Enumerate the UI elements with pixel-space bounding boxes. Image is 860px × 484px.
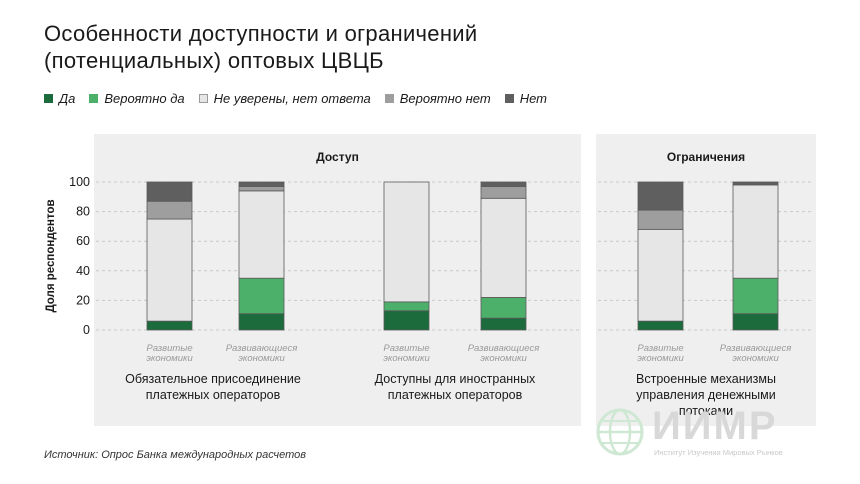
bar-segment (238, 313, 285, 331)
y-tick-label: 0 (83, 323, 90, 337)
panel-title-limits: Ограничения (666, 150, 746, 164)
chart-title: Особенности доступности и ограничений (п… (44, 20, 644, 74)
bar-segment (480, 297, 527, 319)
bar-segment (383, 181, 430, 303)
bar-segment (637, 320, 684, 331)
legend-swatch-no (504, 94, 514, 103)
group-label-foreign-operators: Доступны для иностранных платежных операт… (340, 371, 570, 403)
y-tick-label: 80 (76, 205, 90, 219)
y-tick-label: 20 (76, 293, 90, 307)
legend-swatch-unsure (198, 94, 208, 103)
legend-item-probably-no: Вероятно нет (384, 91, 491, 106)
bar-segment (480, 197, 527, 298)
x-category-label: экономики (383, 353, 430, 364)
bar-segment (732, 184, 779, 279)
bar-segment (383, 301, 430, 312)
legend-label-unsure: Не уверены, нет ответа (213, 91, 371, 106)
bar-segment (146, 320, 193, 331)
group-label-line: Встроенные механизмы (636, 372, 776, 386)
bar-segment (637, 181, 684, 211)
bar-segment (637, 209, 684, 230)
x-category-label: экономики (146, 353, 193, 364)
group-label-flow-management: Встроенные механизмы управления денежными… (600, 371, 812, 419)
y-axis-label: Доля респондентов (45, 199, 57, 312)
legend-item-probably-yes: Вероятно да (89, 91, 185, 106)
legend-label-probably-yes: Вероятно да (104, 91, 185, 106)
x-category-label: Развивающиеся (720, 343, 792, 354)
y-tick-label: 60 (76, 234, 90, 248)
legend-label-yes: Да (59, 91, 76, 106)
bar-segment (480, 181, 527, 187)
x-category-label: Развитые (146, 343, 192, 354)
x-category-label: Развивающиеся (226, 343, 298, 354)
group-label-line: платежных операторов (145, 388, 281, 402)
group-label-line: Обязательное присоединение (125, 372, 301, 386)
x-category-label: экономики (480, 353, 527, 364)
bar-segment (383, 310, 430, 331)
bar-segment (146, 181, 193, 202)
x-category-label: экономики (238, 353, 285, 364)
group-label-line: Доступны для иностранных (374, 372, 536, 386)
group-label-mandatory-connection: Обязательное присоединение платежных опер… (98, 371, 328, 403)
legend-swatch-yes (44, 94, 53, 103)
legend-item-unsure: Не уверены, нет ответа (198, 91, 371, 106)
legend-item-no: Нет (504, 91, 547, 106)
group-label-line: платежных операторов (387, 388, 523, 402)
y-tick-label: 100 (69, 175, 90, 189)
bar-segment (146, 218, 193, 322)
bar-segment (238, 186, 285, 192)
bar-segment (732, 277, 779, 315)
panel-limits (596, 134, 816, 426)
chart-title-line-1: Особенности доступности и ограничений (44, 21, 478, 46)
logo-subtitle: Институт Изучения Мировых Рынков (654, 448, 783, 457)
legend-label-no: Нет (519, 91, 547, 106)
y-tick-label: 40 (76, 264, 90, 278)
group-label-line: управления денежными (636, 388, 776, 402)
legend-label-probably-no: Вероятно нет (399, 91, 491, 106)
legend: Да Вероятно да Не уверены, нет ответа Ве… (44, 91, 561, 106)
bar-segment (480, 317, 527, 331)
x-category-label: Развитые (383, 343, 429, 354)
bar-segment (238, 277, 285, 315)
x-category-label: Развивающиеся (468, 343, 540, 354)
bar-segment (732, 181, 779, 186)
chart-title-line-2: (потенциальных) оптовых ЦВЦБ (44, 48, 384, 73)
bar-segment (637, 228, 684, 322)
logo-wordmark: ИИМР (652, 404, 778, 448)
legend-swatch-probably-no (384, 94, 394, 103)
group-label-line: потоками (678, 404, 734, 418)
bar-segment (238, 181, 285, 187)
bar-segment (146, 200, 193, 220)
panel-title-access: Доступ (316, 150, 359, 164)
legend-swatch-probably-yes (89, 94, 99, 103)
x-category-label: Развитые (637, 343, 683, 354)
bar-segment (480, 186, 527, 199)
source-note: Источник: Опрос Банка международных расч… (44, 449, 307, 461)
bar-segment (238, 190, 285, 279)
legend-item-yes: Да (44, 91, 75, 106)
x-category-label: экономики (732, 353, 779, 364)
logo: ИИМР Институт Изучения Мировых Рынков (592, 404, 832, 464)
bar-segment (732, 313, 779, 331)
x-category-label: экономики (637, 353, 684, 364)
globe-icon (596, 408, 644, 456)
